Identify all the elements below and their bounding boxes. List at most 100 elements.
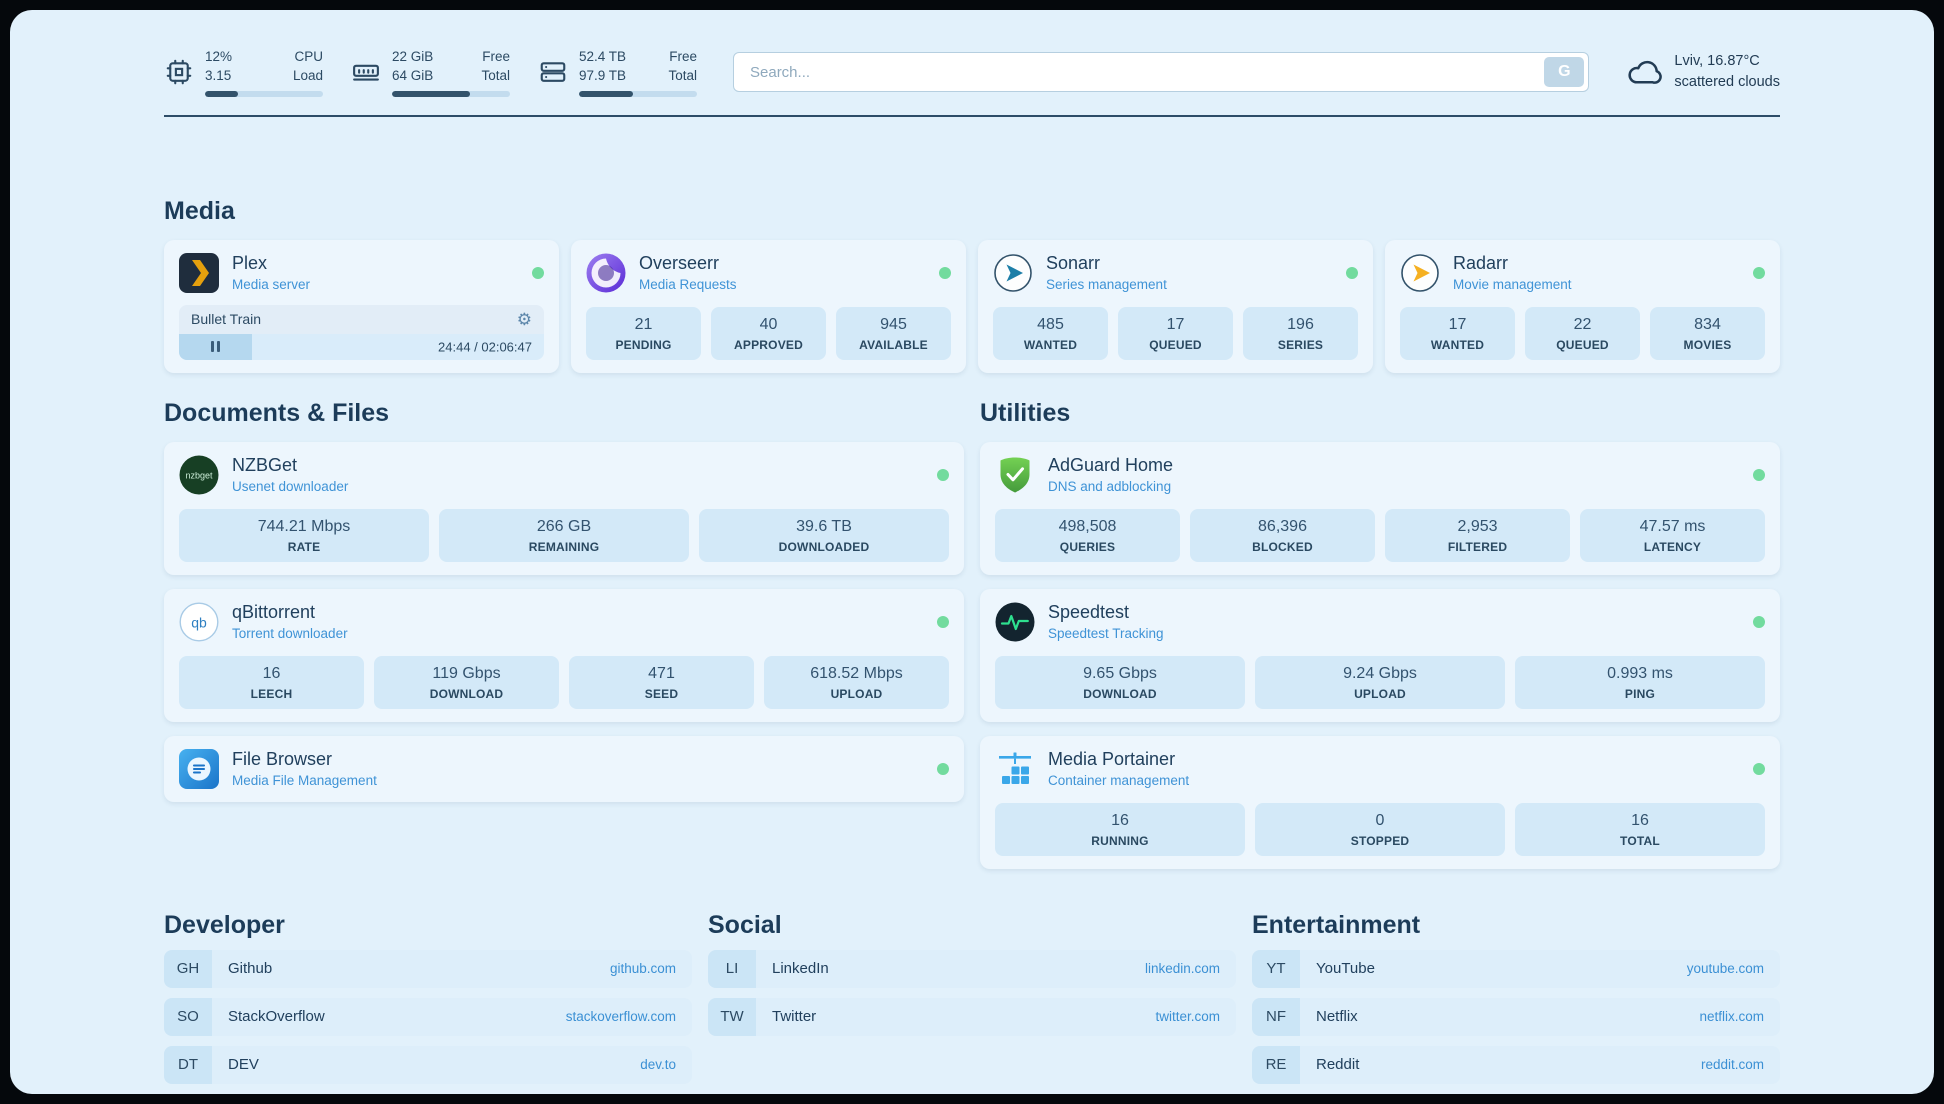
- stat-value: 9.65 Gbps: [1083, 664, 1157, 682]
- service-subtitle: Torrent downloader: [232, 626, 348, 642]
- service-link-nzbget[interactable]: nzbget NZBGet Usenet downloader: [179, 455, 348, 495]
- stat-label: PING: [1624, 686, 1656, 701]
- stat-running: 16 RUNNING: [995, 802, 1245, 856]
- stat-queued: 22 QUEUED: [1525, 306, 1640, 360]
- stat-label: TOTAL: [1620, 833, 1660, 848]
- service-name: Overseerr: [639, 253, 720, 274]
- filebrowser-icon: [179, 748, 219, 789]
- stat-label: DOWNLOAD: [1083, 686, 1157, 701]
- bookmark-link: stackoverflow.com: [565, 1009, 676, 1025]
- status-dot: [1753, 468, 1765, 481]
- cpu-load-label: Load: [292, 67, 323, 83]
- service-link-filebrowser[interactable]: File Browser Media File Management: [179, 748, 377, 789]
- stat-total: 16 TOTAL: [1515, 802, 1765, 856]
- cpu-widget: 12% CPU 3.15 Load: [164, 48, 323, 97]
- stat-value: 22: [1573, 315, 1592, 333]
- stats-row: 21 PENDING 40 APPROVED 945 AVAILABLE: [586, 306, 951, 360]
- bookmark-name: LinkedIn: [772, 960, 829, 978]
- overseerr-icon: [586, 253, 626, 293]
- section-media: Media Plex Media server: [164, 197, 1780, 373]
- topbar-divider: [164, 114, 1780, 117]
- stats-row: 16 RUNNING 0 STOPPED 16 TOTAL: [995, 802, 1765, 856]
- playback-progress-bar: 24:44 / 02:06:47: [179, 333, 544, 360]
- bookmark-twitter[interactable]: TW Twitter twitter.com: [708, 997, 1236, 1036]
- status-dot: [1753, 615, 1765, 628]
- bookmark-reddit[interactable]: RE Reddit reddit.com: [1252, 1045, 1780, 1084]
- service-card-sonarr: Sonarr Series management 485 WANTED 17 QUE…: [978, 239, 1373, 373]
- speedtest-icon: [995, 602, 1035, 642]
- bookmark-netflix[interactable]: NF Netflix netflix.com: [1252, 997, 1780, 1036]
- disk-free-value: 52.4 TB: [579, 49, 627, 64]
- bookmark-linkedin[interactable]: LI LinkedIn linkedin.com: [708, 949, 1236, 988]
- service-link-speedtest[interactable]: Speedtest Speedtest Tracking: [995, 602, 1164, 642]
- stat-wanted: 485 WANTED: [993, 306, 1108, 360]
- stat-label: UPLOAD: [830, 686, 883, 701]
- stats-row: 744.21 Mbps RATE 266 GB REMAINING 39.6 TB D…: [179, 508, 949, 562]
- bookmark-stackoverflow[interactable]: SO StackOverflow stackoverflow.com: [164, 997, 692, 1036]
- status-dot: [937, 468, 949, 481]
- stat-series: 196 SERIES: [1243, 306, 1358, 360]
- bookmarks-entertainment: Entertainment YT YouTube youtube.com NF …: [1252, 911, 1780, 1084]
- svg-text:nzbget: nzbget: [185, 470, 213, 480]
- bookmark-youtube[interactable]: YT YouTube youtube.com: [1252, 949, 1780, 988]
- stat-label: PENDING: [615, 337, 672, 352]
- service-link-radarr[interactable]: Radarr Movie management: [1400, 253, 1572, 293]
- stat-label: MOVIES: [1683, 337, 1732, 352]
- dashboard-page: 12% CPU 3.15 Load 22 GiB Free 64 GiB Total: [10, 10, 1934, 1094]
- bookmark-link: linkedin.com: [1144, 961, 1220, 977]
- search-bar: G: [733, 52, 1590, 93]
- stat-download: 9.65 Gbps DOWNLOAD: [995, 655, 1245, 709]
- service-subtitle: Movie management: [1453, 277, 1572, 293]
- stat-value: 47.57 ms: [1639, 517, 1706, 535]
- search-input[interactable]: [733, 52, 1590, 93]
- stat-queued: 17 QUEUED: [1118, 306, 1233, 360]
- qbittorrent-icon: qb: [179, 602, 219, 642]
- service-subtitle: DNS and adblocking: [1048, 479, 1172, 495]
- disk-free-label: Free: [669, 49, 697, 64]
- ram-icon: [351, 57, 381, 87]
- stat-value: 618.52 Mbps: [810, 664, 903, 682]
- service-link-plex[interactable]: Plex Media server: [179, 252, 310, 293]
- stat-value: 119 Gbps: [432, 664, 501, 682]
- topbar: 12% CPU 3.15 Load 22 GiB Free 64 GiB Total: [164, 48, 1780, 97]
- stat-available: 945 AVAILABLE: [836, 306, 951, 360]
- service-card-nzbget: nzbget NZBGet Usenet downloader 744.21 M…: [164, 441, 964, 575]
- bookmark-name: DEV: [228, 1056, 259, 1074]
- stat-label: RUNNING: [1091, 833, 1149, 848]
- service-link-portainer[interactable]: Media Portainer Container management: [995, 749, 1189, 789]
- memory-widget: 22 GiB Free 64 GiB Total: [351, 48, 510, 97]
- bookmark-github[interactable]: GH Github github.com: [164, 949, 692, 988]
- status-dot: [1346, 266, 1358, 279]
- stat-label: WANTED: [1023, 337, 1078, 352]
- service-link-qbittorrent[interactable]: qb qBittorrent Torrent downloader: [179, 602, 348, 642]
- stat-upload: 9.24 Gbps UPLOAD: [1255, 655, 1505, 709]
- entertainment-section-title: Entertainment: [1252, 910, 1421, 939]
- gear-icon[interactable]: ⚙: [516, 309, 532, 329]
- developer-section-title: Developer: [164, 910, 285, 939]
- bookmark-name: Netflix: [1316, 1008, 1358, 1026]
- service-link-overseerr[interactable]: Overseerr Media Requests: [586, 253, 737, 293]
- bookmark-dev[interactable]: DT DEV dev.to: [164, 1045, 692, 1084]
- stat-pending: 21 PENDING: [586, 306, 701, 360]
- service-link-adguard[interactable]: AdGuard Home DNS and adblocking: [995, 455, 1173, 495]
- cpu-progress-bar: [205, 90, 323, 97]
- disk-progress-bar: [579, 90, 697, 97]
- nzbget-icon: nzbget: [179, 455, 219, 495]
- stat-label: SEED: [644, 686, 679, 701]
- service-card-qbittorrent: qb qBittorrent Torrent downloader 16 LEEC…: [164, 588, 964, 722]
- service-link-sonarr[interactable]: Sonarr Series management: [993, 253, 1167, 293]
- stats-row: 9.65 Gbps DOWNLOAD 9.24 Gbps UPLOAD 0.993 …: [995, 655, 1765, 709]
- bookmark-link: dev.to: [640, 1057, 676, 1073]
- status-dot: [939, 266, 951, 279]
- service-subtitle: Series management: [1046, 277, 1167, 293]
- stat-remaining: 266 GB REMAINING: [439, 508, 689, 562]
- service-name: Media Portainer: [1048, 749, 1176, 770]
- stat-value: 834: [1694, 315, 1721, 333]
- stat-stopped: 0 STOPPED: [1255, 802, 1505, 856]
- stat-ping: 0.993 ms PING: [1515, 655, 1765, 709]
- bookmark-link: youtube.com: [1686, 961, 1764, 977]
- status-dot: [532, 266, 544, 279]
- search-provider-button[interactable]: G: [1544, 57, 1585, 88]
- pause-icon[interactable]: [179, 333, 252, 360]
- service-card-overseerr: Overseerr Media Requests 21 PENDING 40 APP…: [571, 239, 966, 373]
